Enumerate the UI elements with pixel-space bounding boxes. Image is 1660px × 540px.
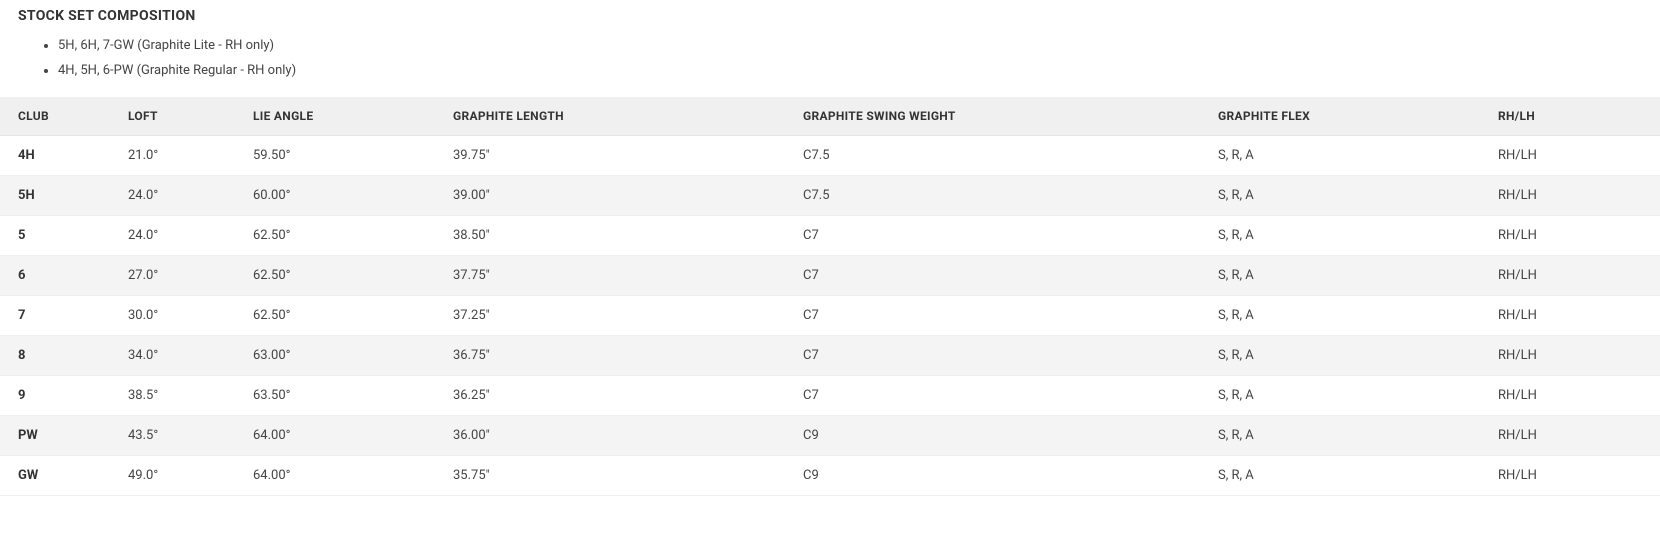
cell-club: 6	[0, 256, 110, 296]
cell-rhlh: RH/LH	[1480, 256, 1660, 296]
cell-length: 36.25"	[435, 376, 785, 416]
cell-loft: 27.0°	[110, 256, 235, 296]
col-header-rhlh: RH/LH	[1480, 97, 1660, 136]
table-row: GW 49.0° 64.00° 35.75" C9 S, R, A RH/LH	[0, 456, 1660, 496]
table-row: 4H 21.0° 59.50° 39.75" C7.5 S, R, A RH/L…	[0, 136, 1660, 176]
cell-loft: 24.0°	[110, 176, 235, 216]
list-item: 4H, 5H, 6-PW (Graphite Regular - RH only…	[58, 59, 1660, 84]
cell-flex: S, R, A	[1200, 416, 1480, 456]
composition-list: 5H, 6H, 7-GW (Graphite Lite - RH only) 4…	[0, 34, 1660, 83]
cell-swing: C7	[785, 216, 1200, 256]
col-header-lie: LIE ANGLE	[235, 97, 435, 136]
table-header: CLUB LOFT LIE ANGLE GRAPHITE LENGTH GRAP…	[0, 97, 1660, 136]
cell-flex: S, R, A	[1200, 336, 1480, 376]
cell-rhlh: RH/LH	[1480, 376, 1660, 416]
cell-length: 36.75"	[435, 336, 785, 376]
cell-flex: S, R, A	[1200, 176, 1480, 216]
cell-lie: 60.00°	[235, 176, 435, 216]
table-row: 5 24.0° 62.50° 38.50" C7 S, R, A RH/LH	[0, 216, 1660, 256]
cell-swing: C7	[785, 376, 1200, 416]
col-header-swing: GRAPHITE SWING WEIGHT	[785, 97, 1200, 136]
cell-club: 9	[0, 376, 110, 416]
cell-club: 5	[0, 216, 110, 256]
table-body: 4H 21.0° 59.50° 39.75" C7.5 S, R, A RH/L…	[0, 136, 1660, 496]
cell-loft: 38.5°	[110, 376, 235, 416]
cell-rhlh: RH/LH	[1480, 416, 1660, 456]
table-row: 8 34.0° 63.00° 36.75" C7 S, R, A RH/LH	[0, 336, 1660, 376]
list-item: 5H, 6H, 7-GW (Graphite Lite - RH only)	[58, 34, 1660, 59]
cell-club: 8	[0, 336, 110, 376]
cell-loft: 34.0°	[110, 336, 235, 376]
cell-length: 35.75"	[435, 456, 785, 496]
cell-loft: 49.0°	[110, 456, 235, 496]
cell-lie: 62.50°	[235, 216, 435, 256]
spec-table: CLUB LOFT LIE ANGLE GRAPHITE LENGTH GRAP…	[0, 97, 1660, 496]
cell-rhlh: RH/LH	[1480, 336, 1660, 376]
cell-flex: S, R, A	[1200, 296, 1480, 336]
col-header-loft: LOFT	[110, 97, 235, 136]
cell-lie: 63.00°	[235, 336, 435, 376]
cell-lie: 59.50°	[235, 136, 435, 176]
table-row: 5H 24.0° 60.00° 39.00" C7.5 S, R, A RH/L…	[0, 176, 1660, 216]
cell-loft: 24.0°	[110, 216, 235, 256]
cell-club: 7	[0, 296, 110, 336]
cell-swing: C7.5	[785, 176, 1200, 216]
cell-length: 39.75"	[435, 136, 785, 176]
spec-section: STOCK SET COMPOSITION 5H, 6H, 7-GW (Grap…	[0, 0, 1660, 496]
cell-rhlh: RH/LH	[1480, 296, 1660, 336]
cell-swing: C7	[785, 256, 1200, 296]
cell-swing: C9	[785, 416, 1200, 456]
section-heading: STOCK SET COMPOSITION	[0, 8, 1660, 34]
cell-rhlh: RH/LH	[1480, 136, 1660, 176]
cell-length: 36.00"	[435, 416, 785, 456]
cell-lie: 63.50°	[235, 376, 435, 416]
table-row: 9 38.5° 63.50° 36.25" C7 S, R, A RH/LH	[0, 376, 1660, 416]
cell-club: PW	[0, 416, 110, 456]
cell-flex: S, R, A	[1200, 456, 1480, 496]
cell-swing: C7	[785, 296, 1200, 336]
table-row: 7 30.0° 62.50° 37.25" C7 S, R, A RH/LH	[0, 296, 1660, 336]
cell-rhlh: RH/LH	[1480, 216, 1660, 256]
cell-loft: 30.0°	[110, 296, 235, 336]
cell-club: 5H	[0, 176, 110, 216]
cell-loft: 43.5°	[110, 416, 235, 456]
cell-flex: S, R, A	[1200, 376, 1480, 416]
cell-flex: S, R, A	[1200, 256, 1480, 296]
col-header-length: GRAPHITE LENGTH	[435, 97, 785, 136]
table-row: PW 43.5° 64.00° 36.00" C9 S, R, A RH/LH	[0, 416, 1660, 456]
cell-swing: C7	[785, 336, 1200, 376]
cell-lie: 64.00°	[235, 456, 435, 496]
table-row: 6 27.0° 62.50° 37.75" C7 S, R, A RH/LH	[0, 256, 1660, 296]
cell-length: 37.75"	[435, 256, 785, 296]
cell-loft: 21.0°	[110, 136, 235, 176]
cell-length: 37.25"	[435, 296, 785, 336]
cell-club: 4H	[0, 136, 110, 176]
cell-length: 39.00"	[435, 176, 785, 216]
cell-swing: C9	[785, 456, 1200, 496]
cell-lie: 62.50°	[235, 256, 435, 296]
cell-club: GW	[0, 456, 110, 496]
cell-lie: 62.50°	[235, 296, 435, 336]
col-header-flex: GRAPHITE FLEX	[1200, 97, 1480, 136]
cell-length: 38.50"	[435, 216, 785, 256]
cell-flex: S, R, A	[1200, 136, 1480, 176]
cell-lie: 64.00°	[235, 416, 435, 456]
cell-rhlh: RH/LH	[1480, 176, 1660, 216]
cell-rhlh: RH/LH	[1480, 456, 1660, 496]
cell-flex: S, R, A	[1200, 216, 1480, 256]
cell-swing: C7.5	[785, 136, 1200, 176]
col-header-club: CLUB	[0, 97, 110, 136]
